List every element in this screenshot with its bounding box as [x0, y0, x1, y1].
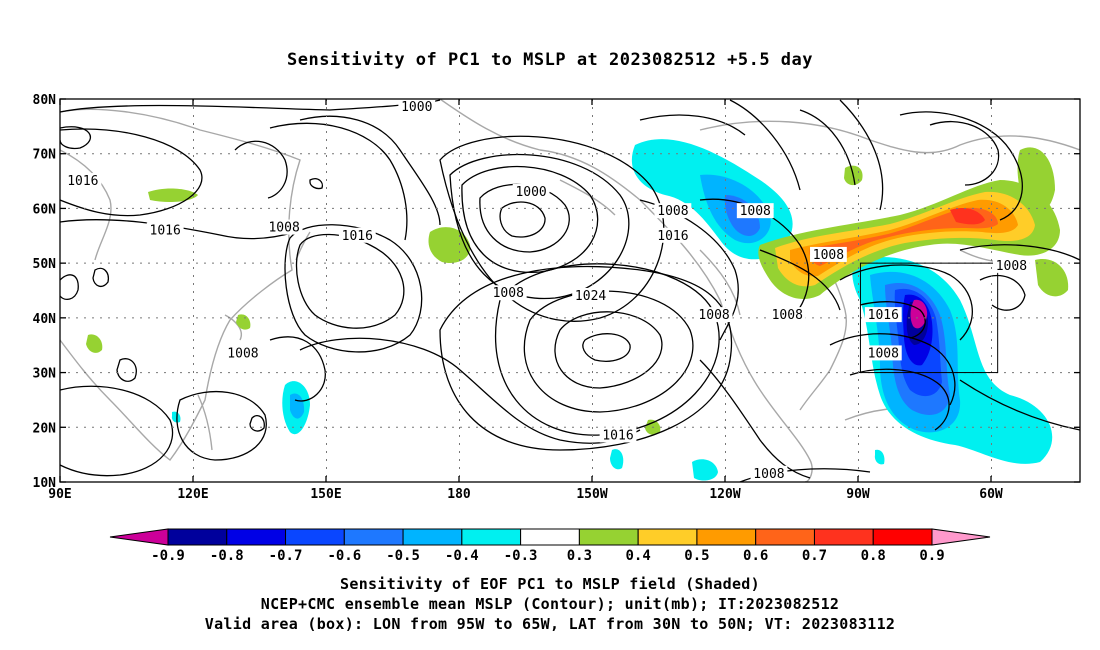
lon-tick-label: 90W — [846, 487, 870, 502]
contour-labels: 1000 1016 1016 1008 1016 1000 1008 1008 1016 1008… — [64, 99, 1030, 482]
colorbar-swatch — [520, 528, 580, 546]
colorbar-high-end — [931, 528, 991, 546]
lon-tick-label: 120W — [709, 487, 740, 502]
lon-tick-label: 150E — [310, 487, 341, 502]
colorbar: -0.9 -0.8 -0.7 -0.6 -0.5 -0.4 -0.3 0.3 0.4 0.5 0.6… — [109, 528, 991, 564]
colorbar-label: -0.4 — [445, 548, 479, 564]
colorbar-label: -0.8 — [210, 548, 244, 564]
lon-tick-label: 180 — [447, 487, 471, 502]
colorbar-swatch — [872, 528, 933, 546]
contour-label-bg — [398, 99, 436, 115]
contour-label-bg — [572, 287, 609, 303]
colorbar-swatch — [285, 528, 345, 546]
colorbar-label: 0.8 — [861, 548, 886, 564]
colorbar-label: 0.4 — [626, 548, 651, 564]
axes: 90E 120E 150E 180 150W 120W 90W 60W 80N 70N 60N 50N… — [33, 93, 1080, 502]
contour-label: 1008 — [813, 248, 844, 263]
lon-tick-label: 60W — [979, 487, 1003, 502]
colorbar-label: 0.6 — [743, 548, 768, 564]
contour-label: 1008 — [268, 221, 299, 236]
caption-line-2: NCEP+CMC ensemble mean MSLP (Contour); u… — [260, 595, 840, 613]
contour-label: 1000 — [515, 185, 546, 200]
colorbar-swatch — [696, 528, 757, 546]
contour-label-bg — [864, 307, 902, 323]
lon-tick-label: 120E — [177, 487, 208, 502]
colorbar-swatch — [578, 528, 639, 546]
lat-tick-label: 40N — [33, 312, 57, 327]
contour-label: 1008 — [868, 346, 899, 361]
contour-label-bg — [810, 246, 847, 262]
contour-label-bg — [265, 219, 303, 235]
contour-label: 1024 — [575, 289, 606, 304]
contour-label: 1008 — [996, 259, 1027, 274]
sensitivity-shading — [86, 139, 1069, 481]
lat-tick-label: 70N — [33, 148, 57, 163]
contour-label-bg — [599, 427, 637, 443]
lat-tick-label: 60N — [33, 202, 57, 217]
colorbar-label: -0.5 — [386, 548, 420, 564]
contour-label: 1008 — [227, 346, 258, 361]
contour-label: 1008 — [772, 308, 803, 323]
colorbar-swatch — [343, 528, 404, 546]
colorbar-label: 0.5 — [684, 548, 709, 564]
colorbar-swatch — [461, 528, 522, 546]
colorbar-swatch — [755, 528, 815, 546]
caption-line-1: Sensitivity of EOF PC1 to MSLP field (Sh… — [340, 575, 760, 593]
contour-label-bg — [864, 345, 902, 361]
lon-tick-label: 90E — [48, 487, 71, 502]
contour-label: 1008 — [493, 286, 524, 301]
colorbar-label: -0.9 — [151, 548, 185, 564]
contour-label: 1016 — [67, 174, 98, 189]
lat-tick-label: 80N — [33, 93, 57, 108]
contour-label-bg — [512, 184, 550, 200]
contour-label: 1008 — [740, 204, 771, 219]
contour-label-bg — [695, 307, 733, 323]
contour-label: 1008 — [698, 308, 729, 323]
lat-tick-label: 10N — [33, 476, 57, 491]
contour-label: 1008 — [753, 467, 784, 482]
colorbar-swatch — [402, 528, 463, 546]
lat-tick-label: 50N — [33, 257, 57, 272]
contour-label: 1016 — [657, 229, 688, 244]
colorbar-label: -0.3 — [504, 548, 538, 564]
contour-label-bg — [224, 345, 262, 361]
colorbar-label: 0.9 — [919, 548, 944, 564]
colorbar-label: 0.3 — [567, 548, 592, 564]
contour-label: 1016 — [150, 223, 181, 238]
figure-caption: Sensitivity of EOF PC1 to MSLP field (Sh… — [0, 574, 1100, 634]
lat-tick-label: 20N — [33, 421, 57, 436]
colorbar-low-end — [109, 528, 169, 546]
colorbar-label: -0.6 — [327, 548, 361, 564]
contour-label-bg — [654, 227, 692, 243]
contour-label-bg — [338, 227, 376, 243]
caption-line-3: Valid area (box): LON from 95W to 65W, L… — [204, 615, 896, 633]
contour-label: 1008 — [657, 204, 688, 219]
contour-label-bg — [750, 465, 788, 481]
contour-label: 1000 — [401, 100, 432, 115]
contour-label-bg — [146, 222, 184, 238]
colorbar-label: 0.7 — [802, 548, 827, 564]
colorbar-swatch — [226, 528, 287, 546]
colorbar-label: -0.7 — [269, 548, 303, 564]
colorbar-swatch — [813, 528, 874, 546]
contour-label-bg — [736, 203, 774, 219]
contour-label: 1016 — [868, 308, 899, 323]
contour-label-bg — [768, 307, 806, 323]
contour-label-bg — [654, 203, 692, 219]
lon-tick-label: 150W — [576, 487, 607, 502]
contour-label-bg — [489, 285, 527, 301]
valid-area-box — [859, 262, 999, 374]
map-title: Sensitivity of PC1 to MSLP at 2023082512… — [286, 50, 813, 70]
lat-tick-label: 30N — [33, 367, 57, 382]
colorbar-swatch — [637, 528, 698, 546]
contour-label-bg — [992, 257, 1030, 273]
contour-label: 1016 — [602, 428, 633, 443]
contour-label-bg — [64, 173, 102, 189]
contour-label: 1016 — [342, 229, 373, 244]
plot-frame — [59, 98, 1081, 483]
colorbar-swatch — [167, 528, 228, 546]
